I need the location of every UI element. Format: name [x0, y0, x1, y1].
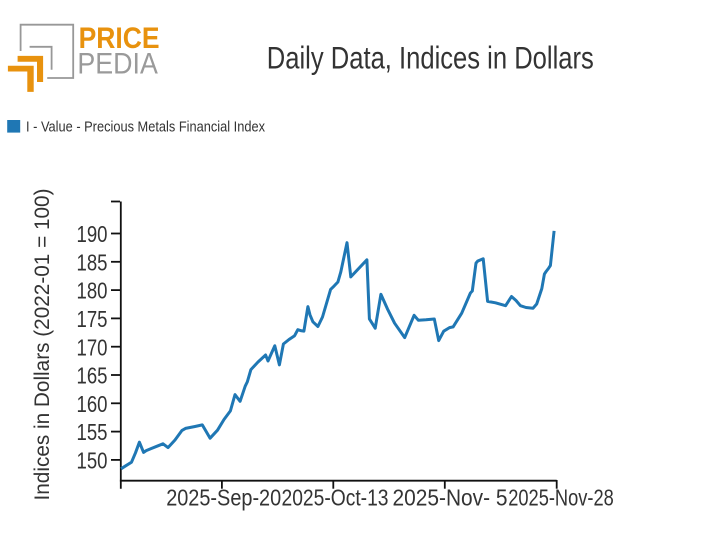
svg-text:PEDIA: PEDIA [77, 47, 158, 80]
svg-text:170: 170 [77, 334, 108, 360]
svg-text:2025-Nov-28: 2025-Nov-28 [508, 485, 614, 511]
svg-text:190: 190 [77, 221, 108, 247]
svg-text:Daily Data, Indices in Dollars: Daily Data, Indices in Dollars [267, 40, 594, 76]
svg-text:155: 155 [77, 419, 108, 445]
svg-text:I - Value - Precious Metals Fi: I - Value - Precious Metals Financial In… [26, 119, 266, 135]
svg-text:2025-Sep-20: 2025-Sep-20 [166, 485, 281, 511]
svg-text:185: 185 [77, 249, 108, 275]
svg-text:2025-Nov- 5: 2025-Nov- 5 [393, 485, 508, 511]
svg-text:PRICE: PRICE [79, 22, 160, 55]
svg-text:2025-Oct-13: 2025-Oct-13 [282, 485, 389, 511]
svg-text:175: 175 [77, 306, 108, 332]
svg-text:150: 150 [77, 448, 108, 474]
svg-text:165: 165 [77, 363, 108, 389]
svg-text:Indices in Dollars (2022-01 =: Indices in Dollars (2022-01 = 100) [30, 189, 54, 501]
svg-text:160: 160 [77, 391, 108, 417]
svg-text:180: 180 [77, 278, 108, 304]
